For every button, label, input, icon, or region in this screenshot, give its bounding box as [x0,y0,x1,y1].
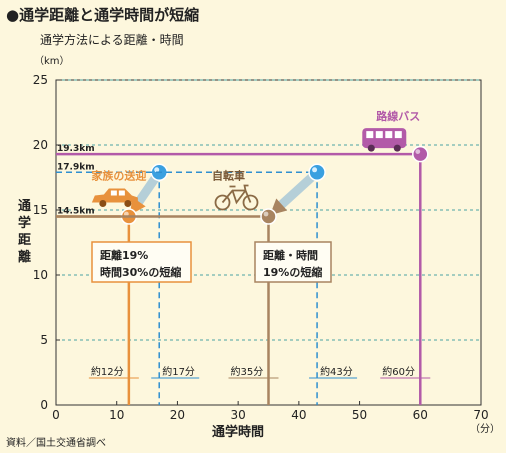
callout-line: 19%の短縮 [263,265,322,279]
callout-box [254,241,332,283]
x-tick-label: 40 [291,408,306,422]
before-point-highlight [312,167,318,173]
car-icon [91,188,138,207]
callout-line: 距離19% [100,248,148,262]
x-unit-label: （分） [470,423,500,435]
distance-label: 19.3km [57,144,95,154]
y-tick-label: 20 [33,138,48,152]
series-point-highlight [123,211,129,217]
before-time-label: 約43分 [320,365,353,378]
icons-layer [91,128,407,211]
callout-bike: 距離・時間 19%の短縮 [254,241,332,283]
series-point-highlight [415,149,421,155]
distance-label: 14.5km [57,207,95,217]
y-tick-label: 15 [33,203,48,217]
x-tick-label: 50 [352,408,367,422]
x-tick-label: 10 [109,408,124,422]
series-name-bus: 路線バス [376,109,420,123]
chart-title: ●通学距離と通学時間が短縮 [6,6,199,24]
y-tick-label: 5 [40,333,48,347]
chart-subtitle: 通学方法による距離・時間 [40,32,184,47]
x-tick-label: 70 [473,408,488,422]
series-time-label: 約12分 [91,365,124,378]
series-point [260,208,277,225]
y-unit-label: （km） [34,55,70,67]
bicycle-icon [214,184,259,211]
series-time-label: 約35分 [231,365,264,378]
y-tick-label: 10 [33,268,48,282]
callout-box [91,241,192,283]
series-point-highlight [263,211,269,217]
source-note: 資料／国土交通省調べ [6,436,106,449]
x-tick-label: 20 [170,408,185,422]
before-point-highlight [154,167,160,173]
series-name-car: 家族の送迎 [91,169,146,183]
ticks-layer: 0 5 10 15 20 25 0 10 20 30 40 50 60 70 [33,73,489,422]
y-tick-label: 25 [33,73,48,87]
distance-label: 17.9km [57,162,95,172]
series-time-label: 約60分 [382,365,415,378]
before-point [308,163,326,182]
y-axis-title: 通学距離 [18,198,31,265]
callout-line: 距離・時間 [263,248,318,262]
series-name-bike: 自転車 [212,169,245,183]
series-point [412,145,429,163]
y-tick-label: 0 [40,398,48,412]
change-arrow-shaft [272,167,322,213]
x-axis-title: 通学時間 [212,424,264,440]
callout-line: 時間30%の短縮 [100,265,181,279]
x-tick-label: 30 [231,408,246,422]
labels-layer: 19.3km 17.9km 14.5km 約60分 約17分 約12分 約43分 約35分 路線… [57,109,431,379]
x-tick-label: 0 [52,408,60,422]
before-time-label: 約17分 [162,365,195,378]
bus-icon [362,128,407,152]
x-tick-label: 60 [413,408,428,422]
callout-car: 距離19% 時間30%の短縮 [91,241,192,283]
